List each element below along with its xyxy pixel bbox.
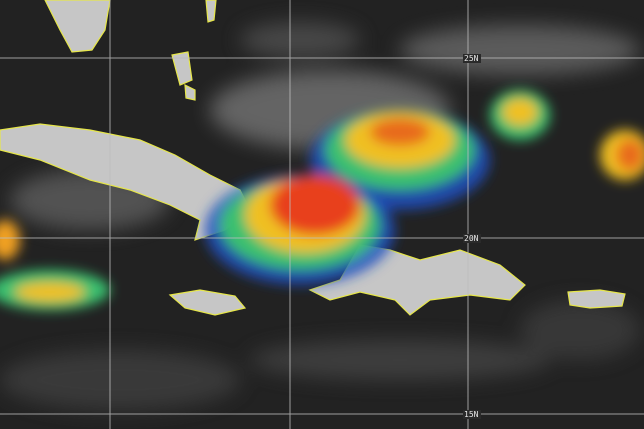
bahamas-island [184, 83, 196, 101]
andros [171, 51, 193, 86]
latitude-label-25n: 25N [464, 54, 479, 63]
jamaica [168, 289, 247, 316]
storm-system [0, 90, 644, 310]
label-backdrop [463, 410, 481, 419]
bahamas-island [205, 0, 217, 23]
label-backdrop [463, 54, 481, 63]
florida [44, 0, 111, 53]
puerto-rico [567, 289, 626, 309]
label-backdrop [463, 234, 481, 243]
latitude-label-20n: 20N [464, 234, 479, 243]
latitude-label-15n: 15N [464, 410, 479, 419]
